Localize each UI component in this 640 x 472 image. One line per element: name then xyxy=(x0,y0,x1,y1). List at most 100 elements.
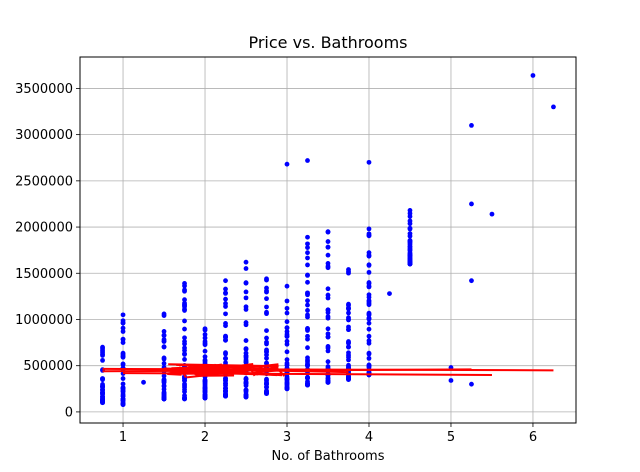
data-point xyxy=(407,231,413,237)
chart-title: Price vs. Bathrooms xyxy=(248,33,407,52)
data-point xyxy=(120,386,126,391)
data-point xyxy=(202,388,208,394)
data-point xyxy=(264,378,269,383)
data-point xyxy=(182,306,187,312)
data-point xyxy=(182,381,187,387)
x-tick-label: 3 xyxy=(283,430,291,445)
data-point xyxy=(243,338,249,343)
data-point xyxy=(120,320,126,326)
data-point xyxy=(284,357,290,363)
y-tick-label: 1000000 xyxy=(15,313,73,328)
data-point xyxy=(305,291,310,296)
data-point xyxy=(284,310,290,316)
data-point xyxy=(182,281,187,286)
x-axis-ticks: 1 2 3 4 5 6 xyxy=(119,423,537,445)
fit-lines xyxy=(102,363,554,379)
data-point xyxy=(366,280,372,285)
x-axis-label: No. of Bathrooms xyxy=(271,449,384,464)
data-point xyxy=(284,161,290,167)
data-point xyxy=(305,355,310,361)
data-point xyxy=(469,122,474,128)
data-point xyxy=(264,335,269,341)
fit-line-segment xyxy=(171,364,247,370)
data-point xyxy=(243,266,249,271)
data-point xyxy=(161,383,167,388)
x-tick-label: 1 xyxy=(119,430,127,445)
data-point xyxy=(100,390,105,395)
data-point xyxy=(120,325,126,331)
data-point xyxy=(284,338,290,344)
data-point xyxy=(223,351,228,357)
fit-line-segment xyxy=(168,363,279,368)
data-point xyxy=(223,356,228,362)
data-point xyxy=(407,244,413,250)
data-point xyxy=(120,396,126,402)
data-point xyxy=(264,347,269,353)
data-point xyxy=(120,389,126,395)
data-point xyxy=(346,301,351,307)
data-point xyxy=(366,226,372,232)
data-point xyxy=(161,311,167,317)
x-tick-label: 5 xyxy=(447,430,455,445)
data-point xyxy=(407,225,413,231)
data-point xyxy=(366,340,372,346)
data-point xyxy=(284,349,290,355)
data-point xyxy=(325,261,331,266)
data-point xyxy=(469,278,474,284)
data-point xyxy=(243,383,249,389)
data-point xyxy=(366,284,372,290)
data-point xyxy=(243,320,249,325)
data-point xyxy=(325,286,331,292)
data-points xyxy=(100,73,556,407)
data-point xyxy=(223,296,228,302)
data-point xyxy=(448,378,454,383)
data-point xyxy=(530,73,536,78)
grid-lines xyxy=(80,57,576,423)
data-point xyxy=(325,292,331,298)
data-point xyxy=(284,283,290,289)
data-point xyxy=(141,379,146,385)
data-point xyxy=(366,302,372,308)
data-point xyxy=(305,279,310,285)
data-point xyxy=(284,319,290,325)
data-point xyxy=(284,329,290,335)
data-point xyxy=(202,348,208,354)
data-point xyxy=(264,304,269,310)
data-point xyxy=(264,289,269,295)
data-point xyxy=(182,297,187,303)
data-point xyxy=(100,357,105,363)
data-point xyxy=(264,355,269,361)
data-point xyxy=(346,339,351,344)
data-point xyxy=(264,296,269,302)
y-tick-label: 3000000 xyxy=(15,128,73,143)
data-point xyxy=(305,345,310,351)
data-point xyxy=(366,310,372,316)
data-point xyxy=(325,359,331,365)
data-point xyxy=(325,307,331,313)
data-point xyxy=(469,381,474,387)
fit-line-segment xyxy=(167,372,182,376)
data-point xyxy=(305,262,310,268)
data-point xyxy=(202,326,208,332)
data-point xyxy=(284,305,290,311)
data-point xyxy=(161,389,167,395)
data-point xyxy=(161,344,167,350)
data-point xyxy=(325,376,331,381)
data-point xyxy=(202,354,208,360)
data-point xyxy=(182,396,187,401)
y-tick-label: 500000 xyxy=(23,359,73,374)
x-tick-label: 2 xyxy=(201,430,209,445)
data-point xyxy=(305,314,310,320)
data-point xyxy=(223,386,228,391)
data-point xyxy=(366,351,372,357)
data-point xyxy=(325,314,331,319)
data-point xyxy=(489,211,495,217)
data-point xyxy=(182,335,187,341)
data-point xyxy=(305,250,310,256)
data-point xyxy=(243,259,249,265)
data-point xyxy=(305,325,310,331)
data-point xyxy=(223,290,228,296)
data-point xyxy=(305,382,310,388)
data-point xyxy=(284,334,290,340)
data-point xyxy=(366,315,372,321)
